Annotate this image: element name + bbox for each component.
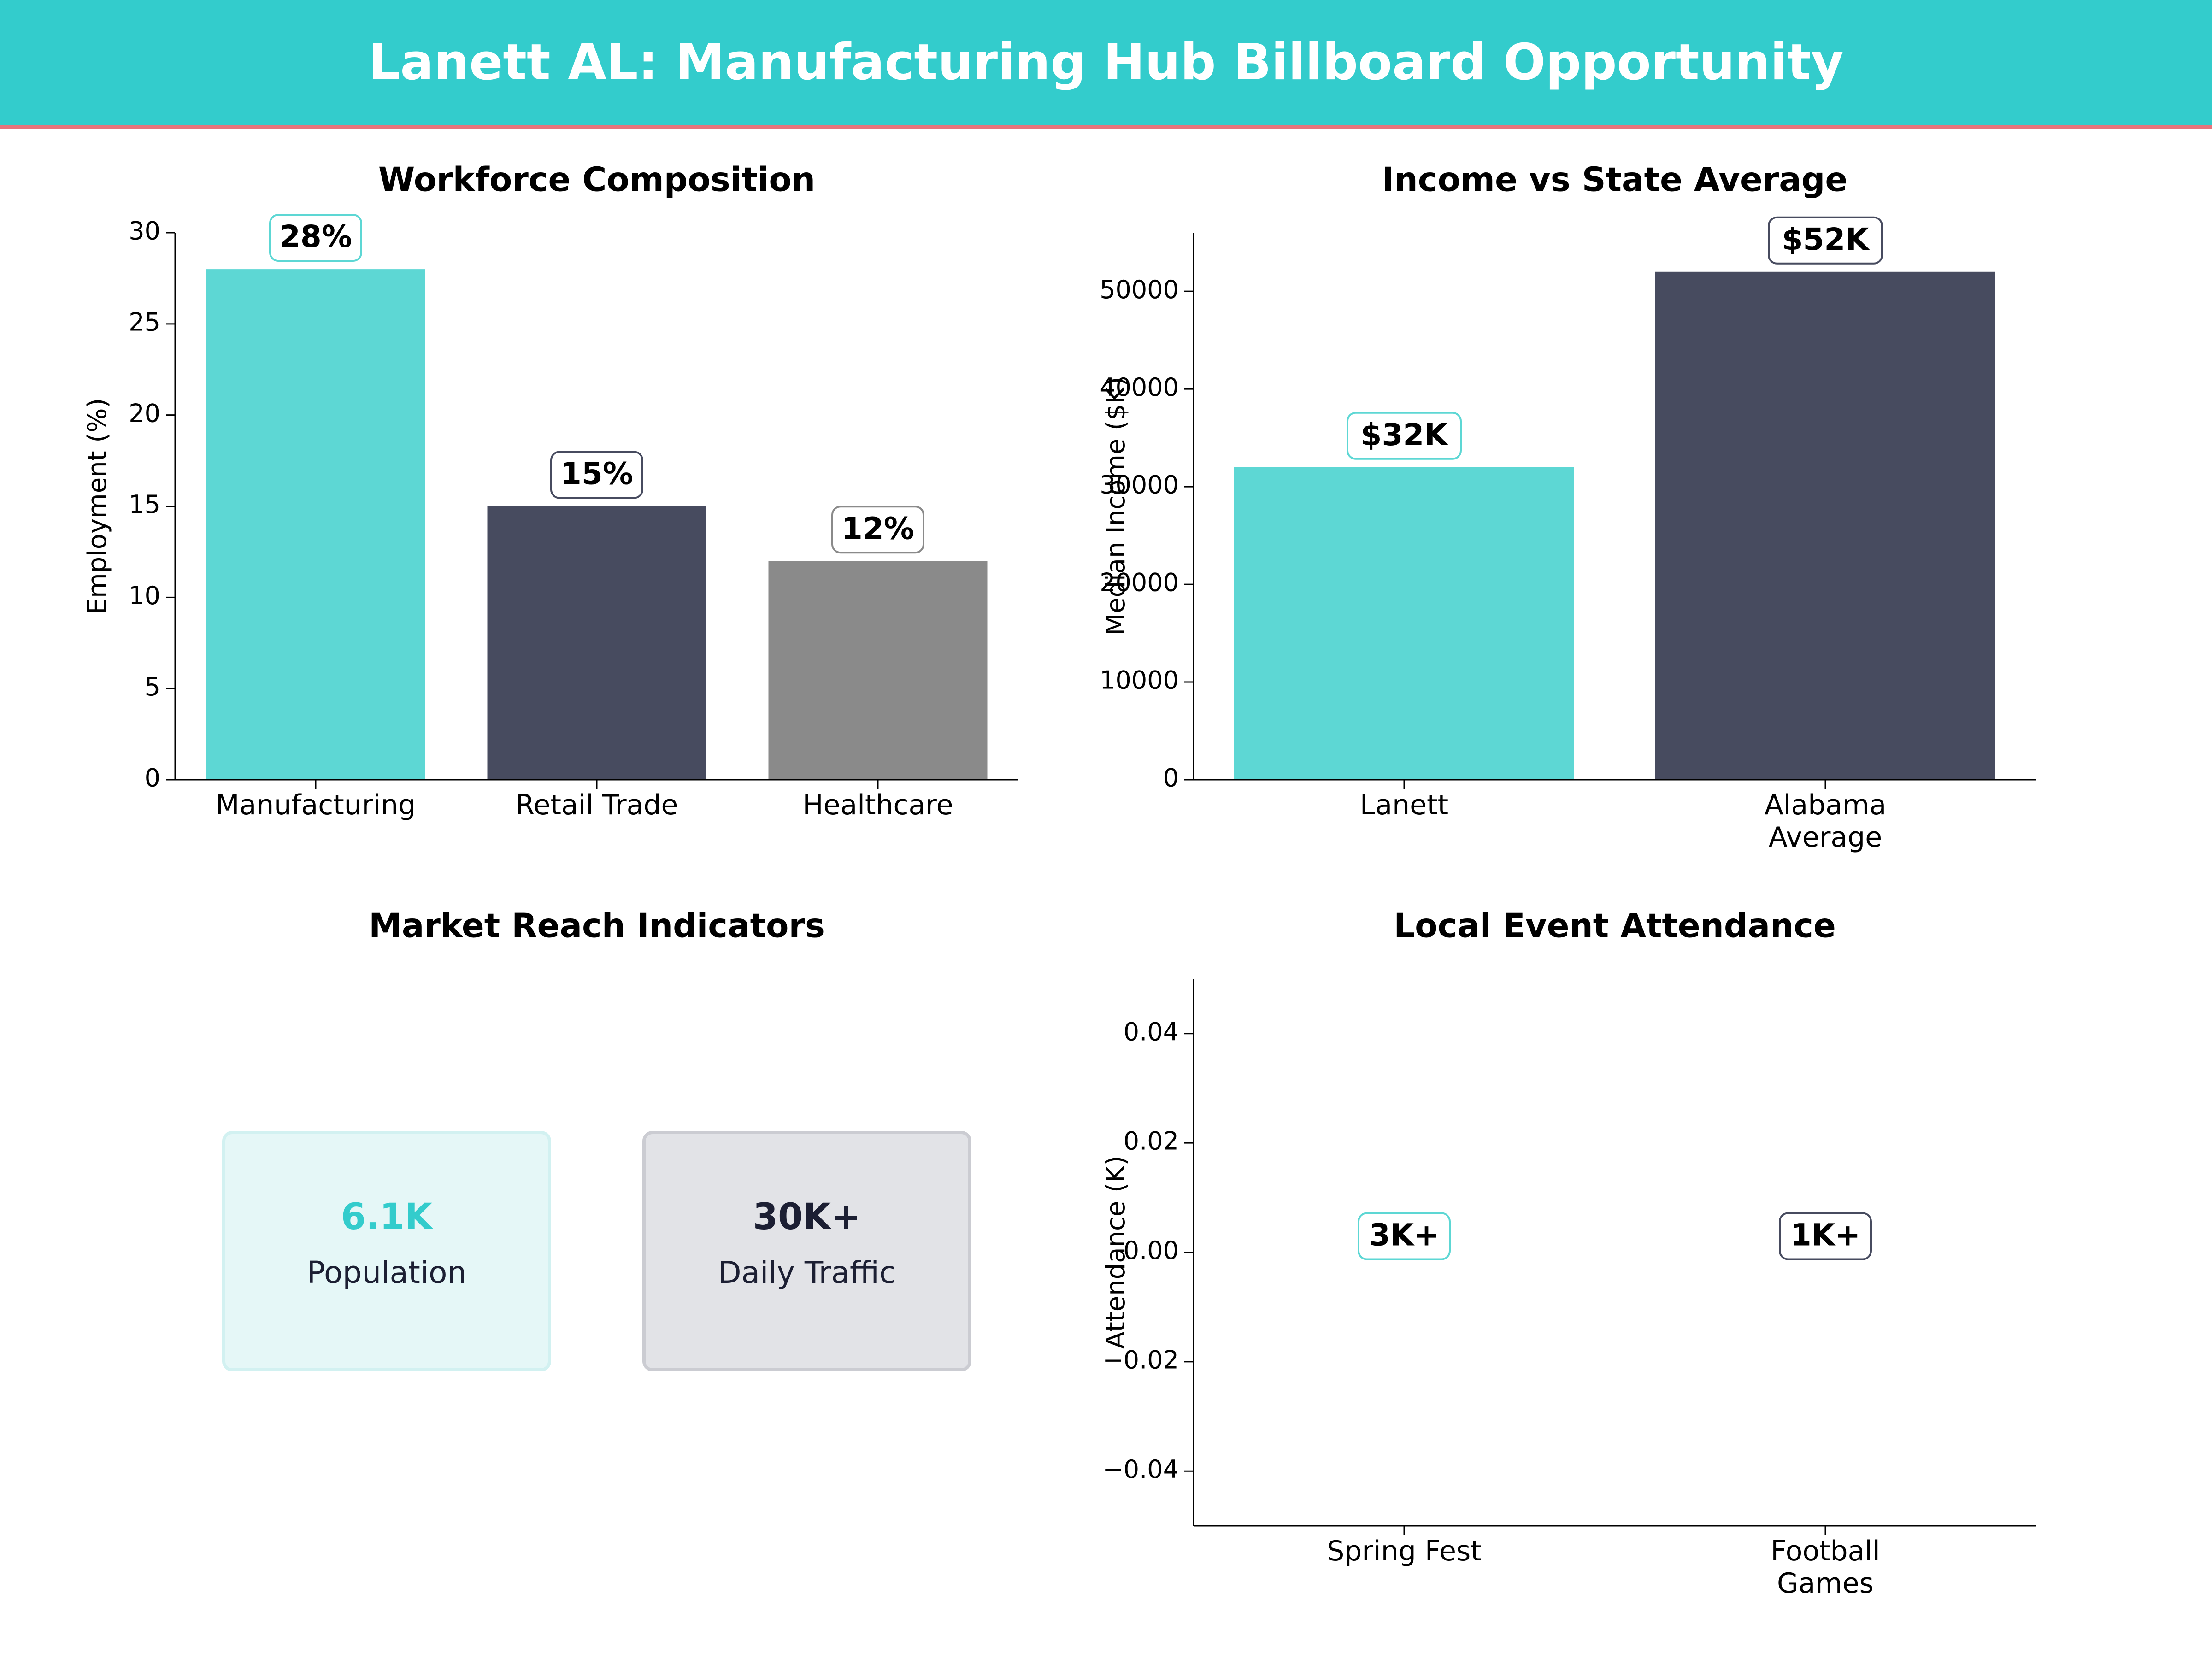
y-tick-label: 30000	[1100, 471, 1179, 500]
daily-traffic-label: Daily Traffic	[718, 1255, 896, 1290]
chart-title: Income vs State Average	[1382, 160, 1848, 199]
event-attendance-chart: Local Event Attendance −0.04 −0.02 0.00 0.02…	[1101, 906, 2036, 1600]
data-label-box	[550, 451, 643, 499]
data-label: 28%	[279, 219, 352, 254]
bar-1	[1655, 271, 1995, 780]
x-tick-label: Spring Fest	[1327, 1535, 1482, 1567]
y-tick-label: −0.04	[1103, 1455, 1179, 1484]
x-tick-label: Alabama Average	[1765, 789, 1887, 853]
y-tick-label: 0	[1163, 764, 1179, 793]
data-label: 15%	[560, 456, 633, 492]
data-label: 1K+	[1790, 1218, 1860, 1253]
bar-2	[768, 561, 988, 780]
bar-0	[206, 269, 425, 780]
data-label-box	[831, 506, 924, 554]
header-banner: Lanett AL: Manufacturing Hub Billboard O…	[0, 0, 2212, 129]
y-axis-label: Median Income ($K)	[1101, 377, 1131, 635]
y-tick-label: 20000	[1100, 568, 1179, 597]
dashboard-title: Lanett AL: Manufacturing Hub Billboard O…	[368, 34, 1844, 91]
workforce-composition-chart: Workforce Composition 0 5 10 15 20 25 30 Manufac…	[82, 160, 1018, 821]
y-tick-label: 15	[129, 490, 160, 519]
x-tick-label: Football Games	[1771, 1535, 1880, 1600]
x-tick-label: Lanett	[1360, 789, 1448, 821]
data-label-box	[1358, 1212, 1451, 1260]
data-label: $52K	[1782, 222, 1871, 257]
x-tick-label: Healthcare	[802, 789, 953, 821]
bar-0	[1234, 467, 1574, 780]
y-tick-label: 25	[129, 307, 160, 336]
y-tick-label: 20	[129, 399, 160, 428]
y-axis-label: Employment (%)	[82, 398, 112, 615]
y-tick-label: −0.02	[1103, 1346, 1179, 1375]
data-label: 12%	[841, 511, 914, 546]
y-tick-label: 30	[129, 217, 160, 246]
income-vs-state-chart: Income vs State Average 0 10000 20000 30000 4…	[1100, 160, 2036, 853]
y-tick-label: 0.00	[1124, 1236, 1179, 1265]
data-label: $32K	[1361, 417, 1449, 453]
bar-1	[487, 506, 706, 780]
data-label-box	[269, 214, 362, 262]
population-stat-card: 6.1K Population	[222, 1131, 551, 1371]
y-tick-label: 40000	[1100, 373, 1179, 402]
chart-title: Local Event Attendance	[1394, 906, 1836, 945]
data-label-box	[1768, 216, 1883, 265]
y-axis-label: Attendance (K)	[1101, 1156, 1131, 1349]
population-value: 6.1K	[341, 1196, 433, 1238]
y-tick-label: 0	[145, 764, 160, 793]
chart-title: Workforce Composition	[378, 160, 815, 199]
x-tick-label: Retail Trade	[516, 789, 678, 821]
market-reach-title: Market Reach Indicators	[369, 906, 825, 945]
population-label: Population	[306, 1255, 467, 1290]
data-label-box	[1779, 1212, 1872, 1260]
daily-traffic-value: 30K+	[753, 1196, 861, 1238]
data-label: 3K+	[1369, 1218, 1439, 1253]
daily-traffic-stat-card: 30K+ Daily Traffic	[642, 1131, 971, 1371]
y-tick-label: 10	[129, 581, 160, 610]
data-label-box	[1347, 412, 1462, 460]
y-tick-label: 5	[145, 672, 160, 701]
y-tick-label: 50000	[1100, 275, 1179, 304]
y-tick-label: 10000	[1100, 666, 1179, 695]
y-tick-label: 0.02	[1124, 1127, 1179, 1156]
x-tick-label: Manufacturing	[216, 789, 416, 821]
y-tick-label: 0.04	[1124, 1017, 1179, 1046]
